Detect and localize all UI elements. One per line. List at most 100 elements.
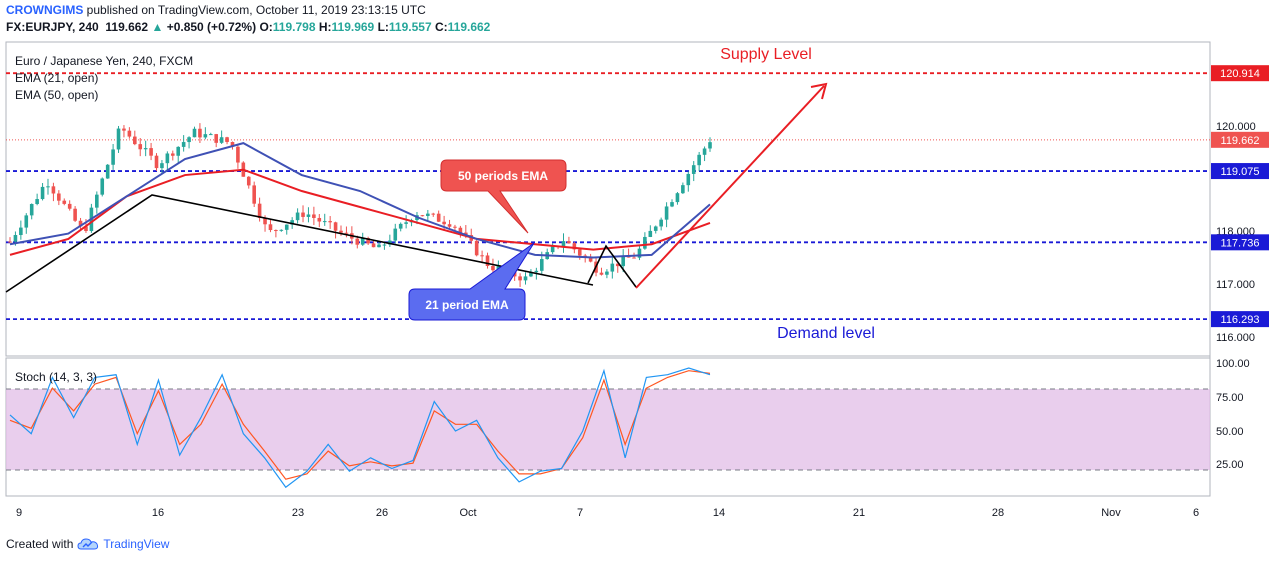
candle (13, 235, 18, 242)
price-tag-label: 116.293 (1221, 314, 1260, 326)
candle (263, 217, 267, 225)
candle (621, 255, 625, 267)
candle (192, 128, 197, 138)
candle (62, 200, 67, 204)
candle (24, 215, 29, 228)
publisher-name[interactable]: CROWNGIMS (6, 3, 84, 17)
candle (274, 230, 278, 232)
symbol-legend[interactable]: Euro / Japanese Yen, 240, FXCM (15, 54, 193, 68)
candle (523, 276, 528, 281)
candle (203, 134, 208, 138)
ema50-legend[interactable]: EMA (50, open) (15, 88, 98, 102)
candle (675, 193, 680, 203)
candle (588, 257, 593, 262)
candle (643, 236, 647, 249)
ema21-legend[interactable]: EMA (21, open) (15, 71, 98, 85)
candle (393, 228, 398, 241)
candle (491, 266, 495, 271)
candle (176, 146, 181, 156)
candle (637, 248, 642, 258)
candle (100, 178, 105, 195)
candle (420, 215, 425, 217)
candle (236, 146, 240, 163)
candle (8, 241, 12, 243)
candle (708, 142, 712, 149)
candle (697, 154, 701, 166)
low-label: L: (377, 20, 389, 34)
price-tag (1211, 311, 1269, 328)
time-tick: 14 (713, 507, 725, 519)
candle (111, 149, 115, 165)
price-tag-label: 119.075 (1221, 166, 1260, 178)
candle (371, 243, 376, 248)
open-value: 119.798 (272, 20, 316, 34)
candle (388, 240, 392, 245)
candle (73, 208, 77, 221)
publish-info: CROWNGIMS published on TradingView.com, … (6, 3, 426, 17)
candle (187, 137, 191, 143)
candle (219, 137, 224, 143)
candle (458, 227, 463, 233)
candle (154, 155, 159, 169)
time-tick: Oct (459, 507, 476, 519)
candle (686, 173, 691, 186)
ema21-label: 21 period EMA (425, 298, 509, 312)
candle (246, 176, 251, 186)
supply-level-label: Supply Level (720, 46, 812, 63)
price-tag (1211, 163, 1269, 180)
candle (160, 163, 164, 169)
candle (252, 185, 256, 204)
candle (127, 130, 132, 137)
candle (122, 128, 126, 131)
time-tick: 16 (152, 507, 164, 519)
last-price: 119.662 (105, 20, 149, 34)
candle (648, 230, 653, 237)
stoch-lines (9, 367, 711, 489)
candle (605, 271, 609, 275)
time-tick: 26 (376, 507, 388, 519)
candle (95, 194, 99, 208)
candle (360, 238, 365, 245)
change: +0.850 (+0.72%) (166, 20, 257, 34)
close-value: 119.662 (447, 20, 491, 34)
key-levels (6, 72, 1210, 321)
candle (453, 226, 457, 228)
tradingview-link[interactable]: TradingView (103, 537, 170, 551)
price-tag (1211, 65, 1269, 82)
candle (306, 214, 311, 217)
candle (290, 220, 294, 225)
candle (339, 230, 343, 233)
candle (464, 232, 468, 236)
candle (377, 244, 381, 248)
time-tick: 7 (577, 507, 583, 519)
candle (225, 137, 229, 143)
candle (366, 238, 370, 244)
candle (214, 134, 219, 143)
candle (19, 227, 23, 236)
created-with-text: Created with (6, 537, 74, 551)
candle (35, 199, 39, 205)
ema21-callout (408, 242, 535, 321)
candle (561, 241, 566, 247)
price-chart[interactable]: 50 periods EMA 21 period EMA Supply Leve… (0, 0, 1274, 530)
candle (659, 219, 663, 227)
candle (615, 263, 620, 267)
candle (567, 241, 571, 244)
time-tick: 9 (16, 507, 22, 519)
candle (149, 148, 153, 156)
candle (268, 224, 273, 231)
candle (670, 202, 674, 207)
stoch-legend[interactable]: Stoch (14, 3, 3) (15, 370, 97, 384)
candle (138, 144, 143, 150)
price-pane[interactable] (5, 41, 1211, 357)
candle (398, 223, 403, 229)
candle (333, 222, 338, 231)
candle (344, 232, 349, 234)
candle (67, 203, 72, 209)
low-value: 119.557 (388, 20, 432, 34)
candle (46, 186, 50, 188)
candle (322, 221, 327, 223)
ema21-line (9, 142, 711, 259)
price-tag-label: 117.736 (1221, 237, 1260, 249)
candle (165, 153, 170, 164)
